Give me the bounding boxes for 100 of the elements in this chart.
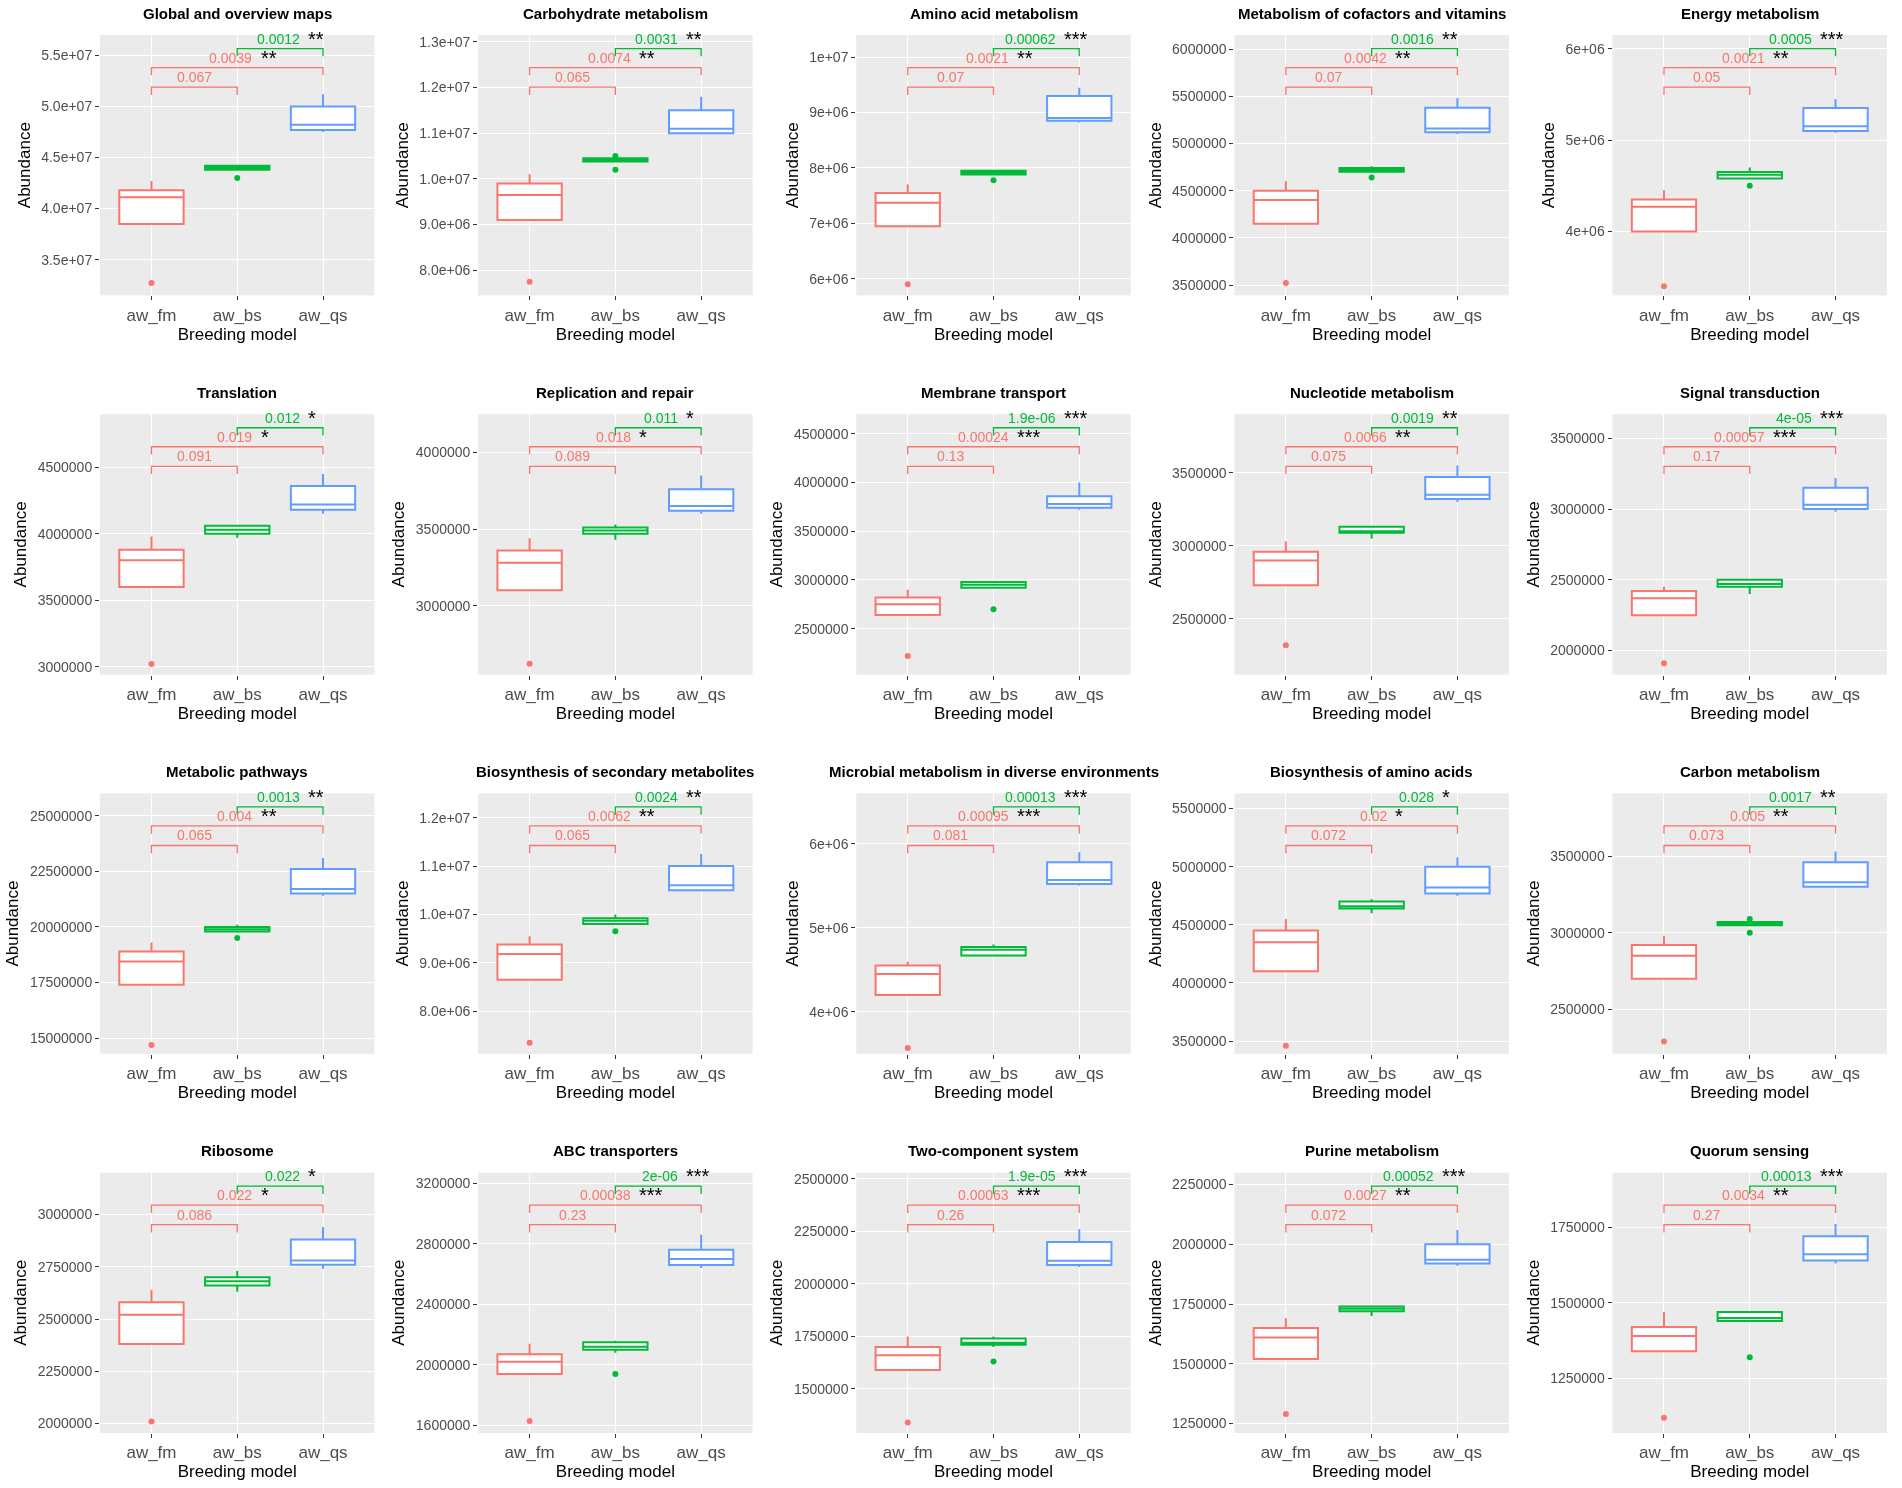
- x-tick-label: aw_fm: [882, 1443, 933, 1463]
- annotation: 0.0062: [588, 808, 632, 824]
- x-tick-label: aw_bs: [212, 1064, 262, 1084]
- y-tick-label: 1.0e+07: [419, 170, 471, 187]
- y-tick-label: 2000000: [793, 1275, 849, 1292]
- x-tick-label: aw_qs: [1432, 684, 1482, 704]
- y-tick-label: 3000000: [37, 1206, 93, 1223]
- annotation: 0.05: [1693, 69, 1721, 85]
- y-tick-label: 8.0e+06: [419, 262, 471, 279]
- x-axis-title: Breeding model: [933, 1083, 1054, 1103]
- y-axis-title: Abundance: [1523, 880, 1543, 967]
- x-tick-label: aw_qs: [298, 305, 348, 325]
- annotation: ***: [1773, 426, 1797, 448]
- chart-title: Nucleotide metabolism: [1290, 384, 1455, 401]
- annotation: 0.0042: [1344, 50, 1388, 66]
- y-axis-title: Abundance: [1145, 501, 1165, 588]
- annotation: 0.00057: [1714, 429, 1765, 445]
- annotation: 0.00052: [1383, 1168, 1434, 1184]
- x-tick-label: aw_bs: [212, 305, 262, 325]
- x-tick-label: aw_fm: [1638, 1443, 1690, 1463]
- y-tick-label: 3500000: [793, 523, 849, 540]
- y-tick-label: 2500000: [1550, 571, 1605, 588]
- y-axis-title: Abundance: [389, 501, 409, 588]
- y-tick-label: 6e+06: [1565, 40, 1605, 57]
- y-tick-label: 1.0e+07: [419, 906, 471, 923]
- annotation: ***: [1017, 805, 1041, 827]
- x-tick-label: aw_qs: [1810, 1443, 1861, 1463]
- x-axis-title: Breeding model: [1312, 324, 1432, 344]
- y-tick-label: 2250000: [793, 1223, 849, 1240]
- annotation: *: [1442, 786, 1450, 808]
- y-tick-label: 4500000: [37, 459, 93, 476]
- x-axis-title: Breeding model: [1312, 1462, 1432, 1482]
- y-tick-label: 3000000: [1550, 500, 1605, 517]
- annotation: 0.00038: [580, 1187, 631, 1203]
- x-tick-label: aw_bs: [1725, 1443, 1775, 1463]
- y-tick-label: 5.0e+07: [41, 98, 93, 115]
- y-tick-label: 3000000: [1550, 924, 1605, 941]
- y-tick-label: 3.5e+07: [41, 251, 93, 268]
- y-tick-label: 4.0e+07: [41, 200, 93, 217]
- x-tick-label: aw_qs: [1054, 684, 1104, 704]
- chart-title: Replication and repair: [536, 384, 694, 401]
- annotation: ***: [1017, 426, 1041, 448]
- x-tick-label: aw_fm: [1260, 1064, 1311, 1084]
- y-tick-label: 1e+07: [809, 49, 849, 66]
- x-tick-label: aw_qs: [676, 684, 726, 704]
- x-tick-label: aw_qs: [1432, 305, 1482, 325]
- chart-title: Global and overview maps: [143, 5, 333, 22]
- annotation: 0.011: [644, 410, 679, 426]
- y-tick-label: 3000000: [37, 658, 93, 675]
- x-tick-label: aw_fm: [882, 1064, 933, 1084]
- annotation: 0.012: [265, 410, 301, 426]
- y-tick-label: 17500000: [29, 974, 93, 991]
- annotation: 0.0021: [1722, 50, 1766, 66]
- annotation: 0.0019: [1391, 410, 1435, 426]
- y-tick-label: 15000000: [29, 1030, 93, 1047]
- x-tick-label: aw_bs: [1725, 1064, 1775, 1084]
- y-tick-label: 8.0e+06: [419, 1003, 471, 1020]
- x-tick-label: aw_bs: [590, 684, 640, 704]
- y-tick-label: 5500000: [1172, 88, 1227, 105]
- y-tick-label: 1750000: [1550, 1219, 1605, 1236]
- annotation: 0.00013: [1005, 789, 1056, 805]
- y-tick-label: 3500000: [1550, 848, 1605, 865]
- x-tick-label: aw_qs: [676, 305, 726, 325]
- annotation: 0.0013: [257, 789, 301, 805]
- y-tick-label: 3500000: [1172, 1032, 1227, 1049]
- x-axis-title: Breeding model: [1690, 324, 1810, 344]
- y-tick-label: 9e+06: [809, 104, 849, 121]
- annotation: *: [308, 1165, 316, 1187]
- y-tick-label: 5e+06: [809, 919, 849, 936]
- y-tick-label: 5000000: [1172, 858, 1227, 875]
- x-tick-label: aw_qs: [676, 1443, 726, 1463]
- y-tick-label: 3500000: [1172, 464, 1227, 481]
- annotation: **: [1820, 786, 1836, 808]
- x-tick-label: aw_qs: [1054, 1443, 1104, 1463]
- y-axis-title: Abundance: [1145, 880, 1165, 967]
- y-tick-label: 3500000: [1172, 276, 1227, 293]
- y-tick-label: 2500000: [793, 1170, 849, 1187]
- annotation: **: [261, 47, 277, 69]
- x-tick-label: aw_bs: [1725, 305, 1775, 325]
- annotation: 0.26: [937, 1207, 965, 1223]
- x-tick-label: aw_qs: [1810, 1064, 1861, 1084]
- x-axis-title: Breeding model: [177, 703, 297, 723]
- x-tick-label: aw_fm: [1638, 305, 1690, 325]
- annotation: 0.0016: [1391, 31, 1435, 47]
- y-tick-label: 6e+06: [809, 270, 849, 287]
- annotation: ***: [1442, 1165, 1466, 1187]
- x-tick-label: aw_bs: [968, 305, 1019, 325]
- annotation: 0.0066: [1344, 429, 1388, 445]
- y-axis-title: Abundance: [1523, 1259, 1543, 1346]
- annotation: 0.086: [177, 1207, 213, 1223]
- x-tick-label: aw_bs: [590, 1443, 640, 1463]
- annotation: *: [639, 426, 647, 448]
- y-axis-title: Abundance: [392, 122, 412, 209]
- y-tick-label: 5.5e+07: [41, 47, 93, 64]
- annotation: ***: [1064, 786, 1088, 808]
- y-axis-title: Abundance: [1523, 501, 1543, 588]
- y-tick-label: 9.0e+06: [419, 954, 471, 971]
- x-tick-label: aw_bs: [1347, 1064, 1397, 1084]
- y-axis-title: Abundance: [1145, 1259, 1165, 1346]
- y-axis-title: Abundance: [1145, 122, 1165, 209]
